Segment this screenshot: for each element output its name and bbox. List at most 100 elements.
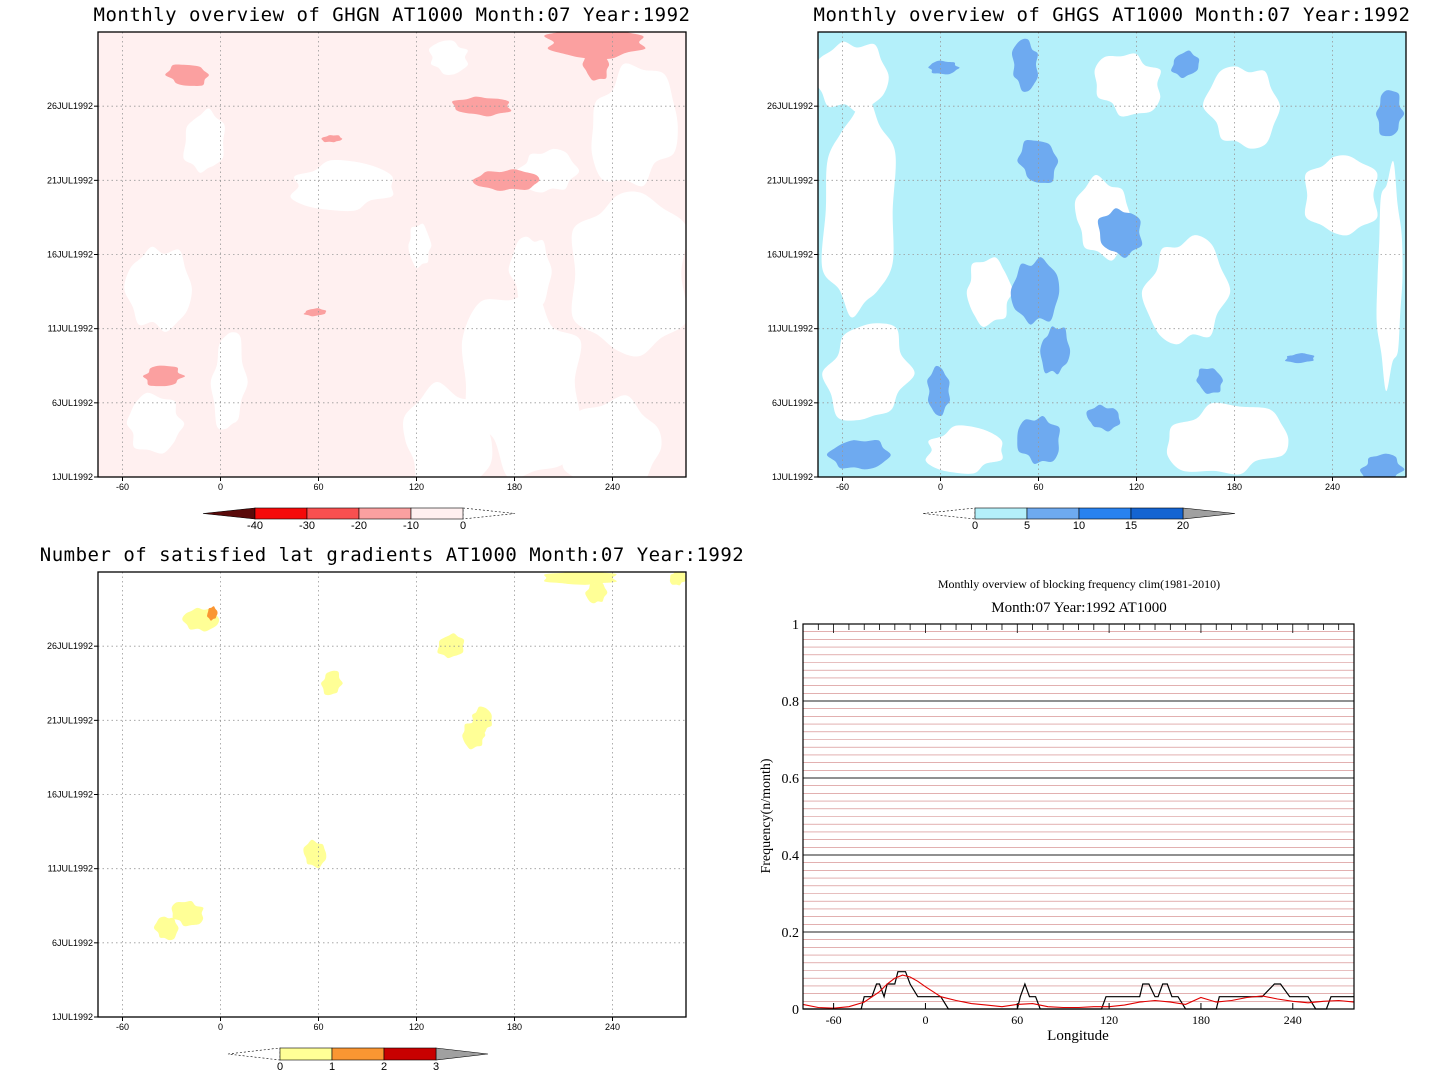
ghgs-y-tick-label: 6JUL1992 [772,398,813,408]
ghgn-contour-region [582,49,610,81]
ghgn-contour-region [591,63,678,187]
satisfied-panel: -60 0 60 120 180 2401JUL19926JUL199211JUL1992… [47,571,687,1073]
ghgn-contour-region [210,332,248,430]
ghgn-contour-region [321,135,343,143]
ghgn-title: Monthly overview of GHGN AT1000 Month:07… [94,4,691,26]
satisfied-colorbar-tick: 2 [381,1061,387,1073]
ghgn-x-tick-label: 240 [605,482,620,492]
frequency-x-tick-label: 0 [922,1013,928,1027]
ghgs-y-tick-label: 16JUL1992 [767,250,813,260]
ghgn-colorbar-under [202,507,256,520]
ghgn-colorbar-swatch [410,507,464,520]
ghgs-x-tick-label: 180 [1227,482,1242,492]
frequency-y-tick-label: 0.8 [782,695,800,710]
ghgs-x-tick-label: 240 [1325,482,1340,492]
satisfied-contour-region [303,839,327,869]
ghgn-colorbar-tick: -10 [403,520,419,532]
satisfied-contour-region [462,721,486,750]
ghgn-x-tick-label: 0 [218,482,223,492]
ghgn-contour-region [571,191,686,357]
satisfied-colorbar-under [227,1047,281,1061]
ghgs-colorbar-tick: 5 [1024,520,1030,532]
satisfied-contour-region [207,606,218,621]
ghgs-contour-region [1304,155,1378,236]
ghgn-contour-region [290,160,394,212]
ghgs-contour-region [1196,368,1223,394]
satisfied-contour-region [437,633,465,659]
ghgs-colorbar-swatch [974,507,1028,520]
ghgn-contour-region [183,108,225,173]
ghgs-colorbar-over [1182,507,1236,520]
ghgn-contour-region [508,236,552,308]
ghgs-panel: -60 0 60 120 180 240 1JUL1992 6JUL1992 11JUL1992… [767,31,1407,532]
ghgs-colorbar-tick: 15 [1125,520,1137,532]
satisfied-x-tick-label: 180 [507,1022,522,1032]
frequency-y-tick-label: 0 [792,1003,799,1018]
ghgn-colorbar-tick: -40 [247,520,263,532]
satisfied-colorbar: 0 1 2 3 [227,1047,489,1073]
ghgn-colorbar-tick: -20 [351,520,367,532]
frequency-xlabel: Longitude [1047,1028,1109,1044]
ghgs-contour-region [928,60,960,75]
satisfied-contour-region [321,670,343,696]
ghgs-x-tick-label: -60 [836,482,849,492]
satisfied-y-tick-label: 21JUL1992 [47,715,93,725]
satisfied-contour-region [171,900,204,927]
ghgs-field [818,38,1405,477]
ghgs-contour-region [1094,53,1161,117]
frequency-series-line [803,971,1354,1010]
satisfied-contour-region [153,916,179,941]
ghgn-field [124,32,686,477]
ghgn-contour-region [303,308,327,317]
frequency-frame [802,623,1355,1010]
satisfied-colorbar-tick: 0 [277,1061,283,1073]
ghgn-colorbar: -40 -30 -20 -10 0 [202,507,516,532]
satisfied-y-tick-label: 16JUL1992 [47,790,93,800]
ghgs-contour-region [822,323,915,421]
ghgs-contour-region [1011,38,1039,92]
ghgn-colorbar-swatch [254,507,308,520]
frequency-title: Monthly overview of blocking frequency c… [938,577,1220,591]
ghgs-x-tick-label: 60 [1033,482,1043,492]
satisfied-y-tick-label: 1JUL1992 [52,1012,93,1022]
ghgs-contour-region [1010,257,1060,325]
ghgs-colorbar-tick: 10 [1073,520,1085,532]
ghgn-colorbar-swatch [306,507,360,520]
ghgn-contour-region [124,246,192,332]
ghgs-colorbar-swatch [1130,507,1184,520]
ghgs-contour-region [1285,353,1315,364]
ghgn-contour-region [142,365,185,387]
ghgs-y-tick-label: 21JUL1992 [767,175,813,185]
satisfied-colorbar-over [435,1047,489,1061]
ghgn-y-tick-label: 21JUL1992 [47,175,93,185]
ghgs-contour-region [1017,416,1060,464]
frequency-y-tick-label: 0.6 [782,772,800,787]
satisfied-title: Number of satisfied lat gradients AT1000… [40,544,744,566]
ghgn-colorbar-swatch [358,507,412,520]
ghgs-contour-region [1017,139,1059,183]
frequency-x-tick-label: 180 [1192,1013,1210,1027]
ghgs-contour-region [1166,402,1289,475]
frequency-ylabel: Frequency(n/month) [759,758,774,873]
ghgn-y-tick-label: 1JUL1992 [52,472,93,482]
satisfied-y-tick-label: 11JUL1992 [48,864,93,874]
frequency-y-tick-label: 1 [792,618,799,633]
ghgn-x-tick-label: 120 [409,482,424,492]
satisfied-colorbar-swatch [279,1047,333,1061]
ghgs-colorbar-swatch [1026,507,1080,520]
ghgs-contour-region [1040,326,1071,375]
frequency-x-tick-label: 60 [1011,1013,1023,1027]
satisfied-colorbar-tick: 1 [329,1061,335,1073]
ghgs-y-tick-label: 26JUL1992 [767,101,813,111]
ghgs-contour-region [1141,235,1231,345]
ghgn-contour-region [165,64,209,86]
ghgs-y-tick-label: 11JUL1992 [768,324,813,334]
satisfied-colorbar-swatch [383,1047,437,1061]
frequency-x-tick-label: 120 [1100,1013,1118,1027]
ghgs-contour-region [925,425,1003,474]
satisfied-x-tick-label: 0 [218,1022,223,1032]
ghgn-x-tick-label: 180 [507,482,522,492]
ghgn-y-tick-label: 6JUL1992 [52,398,93,408]
